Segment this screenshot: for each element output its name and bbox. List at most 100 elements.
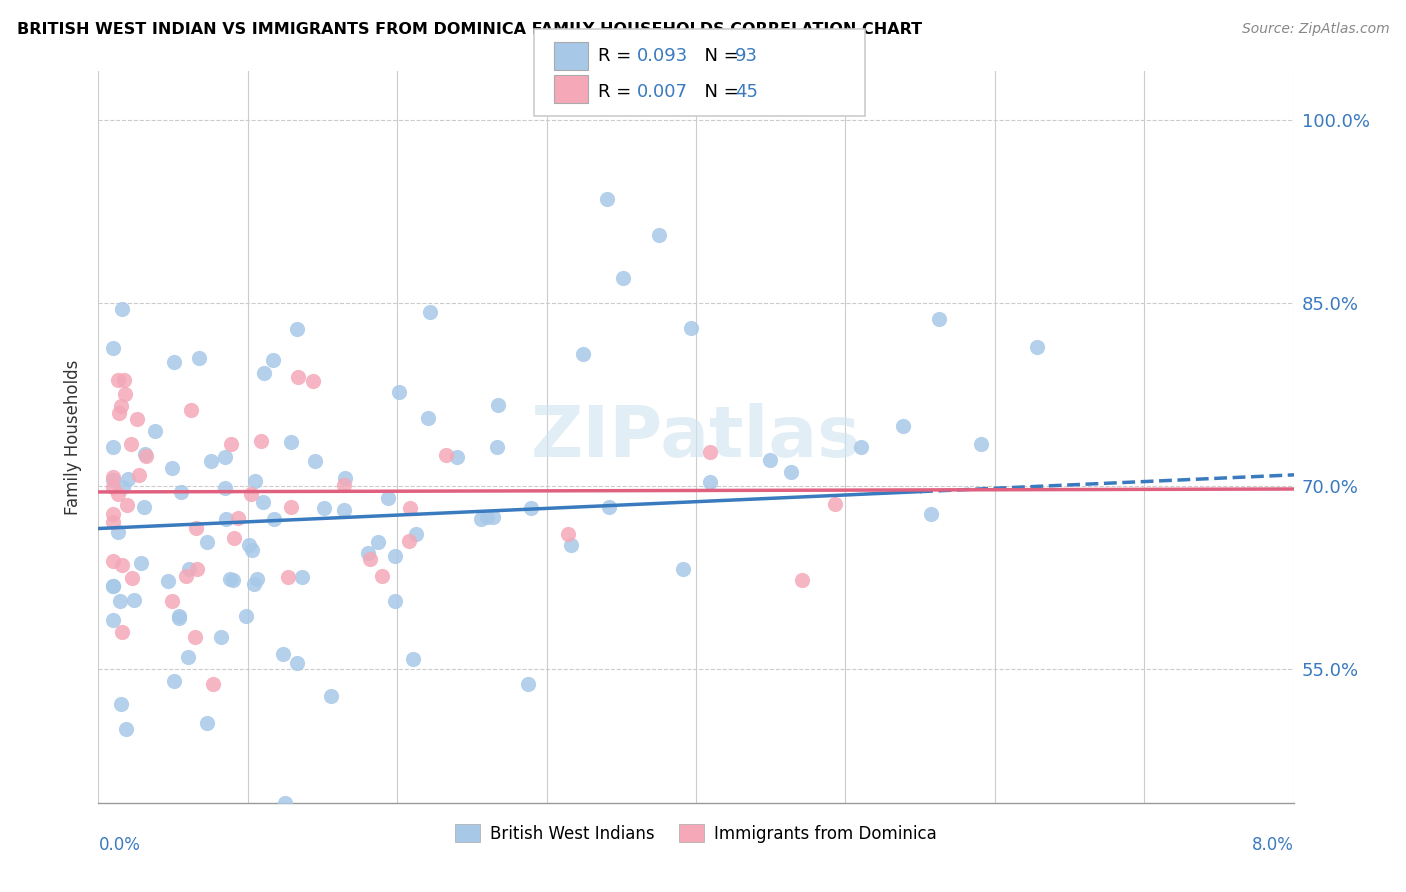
Point — [128, 467, 150, 482]
Point — [134, 447, 156, 461]
Point — [103, 613, 125, 627]
Text: Source: ZipAtlas.com: Source: ZipAtlas.com — [1241, 22, 1389, 37]
Point — [114, 722, 136, 736]
Point — [226, 511, 249, 525]
Text: BRITISH WEST INDIAN VS IMMIGRANTS FROM DOMINICA FAMILY HOUSEHOLDS CORRELATION CH: BRITISH WEST INDIAN VS IMMIGRANTS FROM D… — [17, 22, 922, 37]
Point — [103, 554, 125, 568]
Point — [114, 386, 136, 401]
Text: 93: 93 — [735, 47, 758, 65]
Point — [252, 366, 274, 380]
Point — [970, 436, 993, 450]
Point — [110, 594, 132, 608]
Point — [598, 500, 620, 514]
Point — [162, 594, 184, 608]
Point — [402, 652, 425, 666]
Point — [169, 610, 191, 624]
Point — [304, 454, 326, 468]
Point — [252, 494, 274, 508]
Point — [219, 437, 242, 451]
Point — [470, 511, 492, 525]
Point — [384, 549, 406, 563]
Point — [367, 534, 389, 549]
Point — [195, 716, 218, 731]
Point — [486, 440, 509, 454]
Point — [285, 656, 308, 670]
Point — [302, 374, 325, 388]
Point — [672, 562, 695, 576]
Point — [377, 491, 399, 505]
Point — [180, 403, 202, 417]
Point — [1025, 340, 1047, 354]
Point — [215, 512, 238, 526]
Point — [103, 341, 125, 355]
Text: 0.007: 0.007 — [637, 83, 688, 101]
Point — [112, 374, 135, 388]
Point — [779, 465, 801, 479]
Point — [482, 510, 505, 524]
Point — [170, 484, 193, 499]
Point — [416, 410, 439, 425]
Point — [681, 321, 703, 335]
Point — [596, 192, 619, 206]
Point — [759, 452, 782, 467]
Point — [163, 354, 186, 368]
Point — [195, 535, 218, 549]
Point — [849, 440, 872, 454]
Point — [186, 562, 208, 576]
Point — [291, 570, 314, 584]
Point — [249, 434, 271, 448]
Point — [107, 524, 129, 539]
Point — [312, 500, 335, 515]
Point — [107, 373, 129, 387]
Point — [517, 677, 540, 691]
Point — [222, 573, 245, 587]
Point — [475, 509, 498, 524]
Point — [132, 500, 155, 514]
Point — [240, 542, 263, 557]
Point — [285, 322, 308, 336]
Point — [370, 569, 392, 583]
Point — [357, 546, 380, 560]
Point — [107, 406, 129, 420]
Point — [612, 271, 634, 285]
Point — [107, 487, 129, 501]
Point — [928, 312, 950, 326]
Point — [434, 448, 457, 462]
Text: 45: 45 — [735, 83, 758, 101]
Point — [125, 412, 148, 426]
Point — [419, 304, 441, 318]
Point — [333, 478, 356, 492]
Point — [792, 573, 814, 587]
Point — [135, 450, 157, 464]
Text: R =: R = — [598, 47, 637, 65]
Point — [280, 434, 302, 449]
Point — [699, 475, 721, 489]
Point — [271, 647, 294, 661]
Point — [201, 677, 224, 691]
Point — [163, 674, 186, 689]
Text: R =: R = — [598, 83, 637, 101]
Text: N =: N = — [693, 83, 745, 101]
Point — [121, 571, 143, 585]
Point — [235, 608, 257, 623]
Point — [143, 424, 166, 438]
Point — [111, 480, 134, 494]
Point — [287, 370, 309, 384]
Point — [398, 533, 420, 548]
Point — [824, 497, 846, 511]
Point — [120, 437, 142, 451]
Point — [177, 562, 200, 576]
Point — [218, 572, 240, 586]
Point — [111, 558, 134, 572]
Point — [486, 398, 509, 412]
Point — [111, 624, 134, 639]
Point — [209, 630, 232, 644]
Text: ZIPatlas: ZIPatlas — [531, 402, 860, 472]
Text: 0.0%: 0.0% — [98, 836, 141, 854]
Point — [103, 469, 125, 483]
Point — [520, 500, 543, 515]
Y-axis label: Family Households: Family Households — [65, 359, 83, 515]
Point — [103, 515, 125, 529]
Point — [243, 474, 266, 488]
Point — [557, 526, 579, 541]
